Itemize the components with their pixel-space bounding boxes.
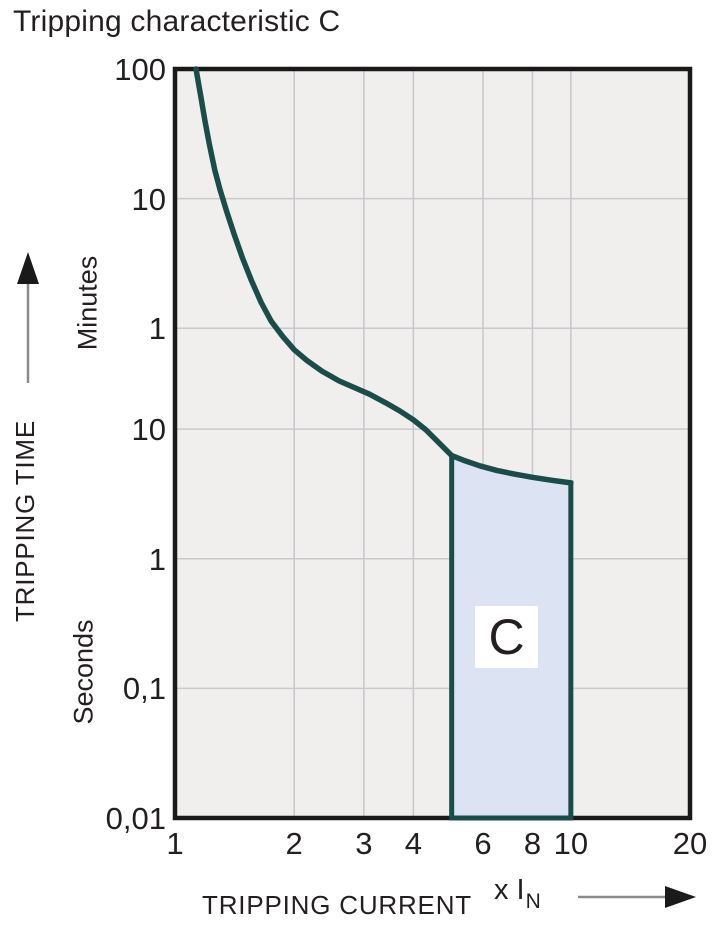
x-unit-prefix: x I <box>494 874 525 906</box>
y-axis-arrow-icon <box>17 252 39 284</box>
x-tick-label: 1 <box>166 826 184 861</box>
y-tick-label: 10 <box>131 181 166 217</box>
x-tick-label: 6 <box>474 826 492 861</box>
x-axis-title: TRIPPING CURRENT <box>202 890 472 920</box>
y-unit-seconds-label: Seconds <box>68 619 99 725</box>
region-c-label: C <box>475 606 538 668</box>
x-tick-label: 3 <box>355 826 373 861</box>
tripping-curve <box>193 66 574 486</box>
plot-background <box>175 69 690 818</box>
x-tick-label: 2 <box>285 826 303 861</box>
y-tick-label: 1 <box>148 311 166 347</box>
y-tick-label: 10 <box>131 412 166 448</box>
plot-border <box>172 66 693 821</box>
y-tick-label: 1 <box>148 541 166 577</box>
y-tick-label: 0,1 <box>122 671 166 707</box>
x-tick-label: 20 <box>672 826 708 861</box>
x-axis-unit-label: x IN <box>494 874 541 913</box>
y-tick-label: 100 <box>114 52 166 87</box>
x-axis-arrow-icon <box>665 886 696 908</box>
x-unit-subscript: N <box>525 889 541 913</box>
y-axis-title: TRIPPING TIME <box>10 419 40 623</box>
x-tick-label: 10 <box>553 826 589 861</box>
chart-title: Tripping characteristic C <box>13 5 341 38</box>
y-tick-label: 0,01 <box>105 801 166 836</box>
x-tick-label: 4 <box>404 826 422 861</box>
x-tick-label: 8 <box>523 826 542 861</box>
